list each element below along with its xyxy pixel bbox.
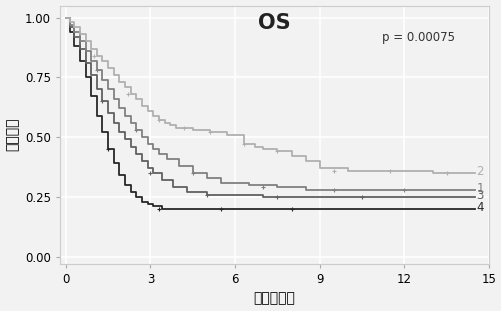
Text: 1: 1 (475, 182, 483, 195)
X-axis label: 时间（年）: 时间（年） (253, 291, 295, 305)
Text: OS: OS (258, 13, 290, 33)
Text: 3: 3 (475, 189, 483, 202)
Text: p = 0.00075: p = 0.00075 (381, 31, 454, 44)
Text: 4: 4 (475, 201, 483, 214)
Text: 2: 2 (475, 165, 483, 178)
Y-axis label: 生存概率: 生存概率 (6, 118, 20, 151)
